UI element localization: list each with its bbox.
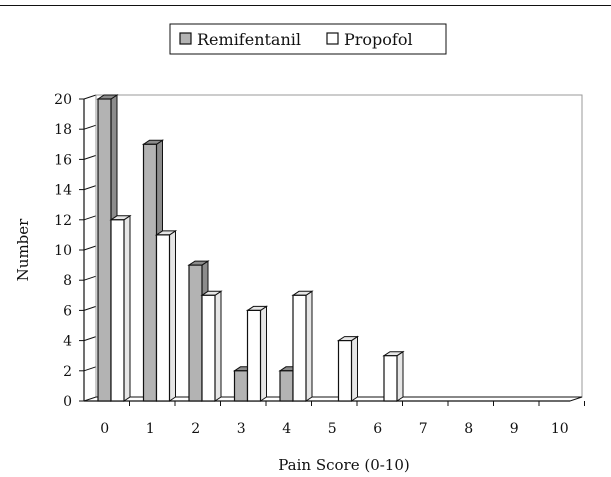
y-tick-label: 12 bbox=[54, 213, 72, 229]
y-tick-label: 2 bbox=[63, 364, 72, 380]
bar-front bbox=[110, 219, 125, 402]
x-tick-label: 4 bbox=[282, 421, 291, 437]
bar-front bbox=[155, 234, 171, 402]
bar-front bbox=[383, 355, 398, 402]
y-tick-label: 0 bbox=[63, 394, 72, 410]
x-tick-label: 5 bbox=[328, 421, 337, 437]
x-tick-label: 2 bbox=[191, 421, 200, 437]
legend-label-remifentanil: Remifentanil bbox=[197, 30, 301, 49]
gridline-depth bbox=[83, 336, 97, 342]
gridline-depth bbox=[83, 185, 97, 191]
x-tick-label: 8 bbox=[464, 421, 473, 437]
y-axis-title: Number bbox=[14, 218, 32, 281]
bar-side bbox=[214, 290, 222, 402]
bar-side bbox=[260, 305, 267, 402]
legend-swatch-propofol bbox=[326, 32, 339, 45]
x-tick-label: 3 bbox=[237, 421, 246, 437]
bar-side bbox=[396, 350, 404, 402]
y-tick-label: 14 bbox=[54, 183, 72, 199]
bar-front bbox=[233, 370, 249, 402]
bar-front bbox=[292, 294, 307, 402]
y-tick-label: 6 bbox=[63, 303, 72, 319]
bar-propofol bbox=[382, 350, 405, 402]
gridline-depth bbox=[83, 275, 97, 281]
y-tick-labels: 0 2 4 6 8 10 12 14 16 18 20 bbox=[54, 92, 72, 410]
y-tick-label: 16 bbox=[54, 152, 72, 168]
bar-propofol bbox=[336, 335, 360, 402]
bar-propofol bbox=[109, 214, 132, 402]
bar-propofol bbox=[291, 290, 314, 402]
bar-side bbox=[305, 290, 313, 402]
x-tick-label: 6 bbox=[373, 421, 382, 437]
bar-side bbox=[169, 229, 176, 402]
legend-frame bbox=[169, 23, 447, 55]
x-axis-title: Pain Score (0-10) bbox=[278, 456, 410, 474]
legend-swatch-remifentanil bbox=[179, 32, 192, 45]
gridline-depth bbox=[83, 124, 97, 130]
x-tick-label: 7 bbox=[419, 421, 428, 437]
y-tick-label: 20 bbox=[54, 92, 72, 108]
x-tick-label: 9 bbox=[510, 421, 519, 437]
bar-front bbox=[97, 98, 112, 402]
y-tick-label: 10 bbox=[54, 243, 72, 259]
gridline-depth bbox=[83, 366, 97, 372]
bars bbox=[96, 94, 405, 402]
bar-propofol bbox=[154, 229, 178, 402]
y-tick-label: 4 bbox=[63, 334, 72, 350]
gridline-depth bbox=[83, 154, 97, 160]
bar-side bbox=[123, 214, 131, 402]
bar-front bbox=[279, 370, 294, 402]
y-tick-label: 18 bbox=[54, 122, 72, 138]
bar-side bbox=[351, 335, 358, 402]
bar-front bbox=[201, 294, 216, 402]
y-tick-label: 8 bbox=[63, 273, 72, 289]
bar-front bbox=[142, 143, 158, 402]
x-tick-labels: 0 1 2 3 4 5 6 7 8 9 10 bbox=[100, 421, 568, 437]
gridline-depth bbox=[83, 94, 97, 100]
top-rule bbox=[0, 5, 611, 6]
gridline-depth bbox=[83, 215, 97, 221]
bar-front bbox=[337, 340, 353, 402]
bar-front bbox=[188, 264, 203, 402]
x-tick-label: 10 bbox=[551, 421, 569, 437]
bar-propofol bbox=[245, 305, 269, 402]
gridline-depth bbox=[83, 245, 97, 251]
gridline-depth bbox=[83, 305, 97, 311]
x-tick-label: 0 bbox=[100, 421, 109, 437]
bar-front bbox=[246, 309, 262, 402]
x-tick-label: 1 bbox=[146, 421, 155, 437]
legend: Remifentanil Propofol bbox=[169, 23, 447, 55]
legend-label-propofol: Propofol bbox=[344, 30, 413, 49]
bar-propofol bbox=[200, 290, 223, 402]
